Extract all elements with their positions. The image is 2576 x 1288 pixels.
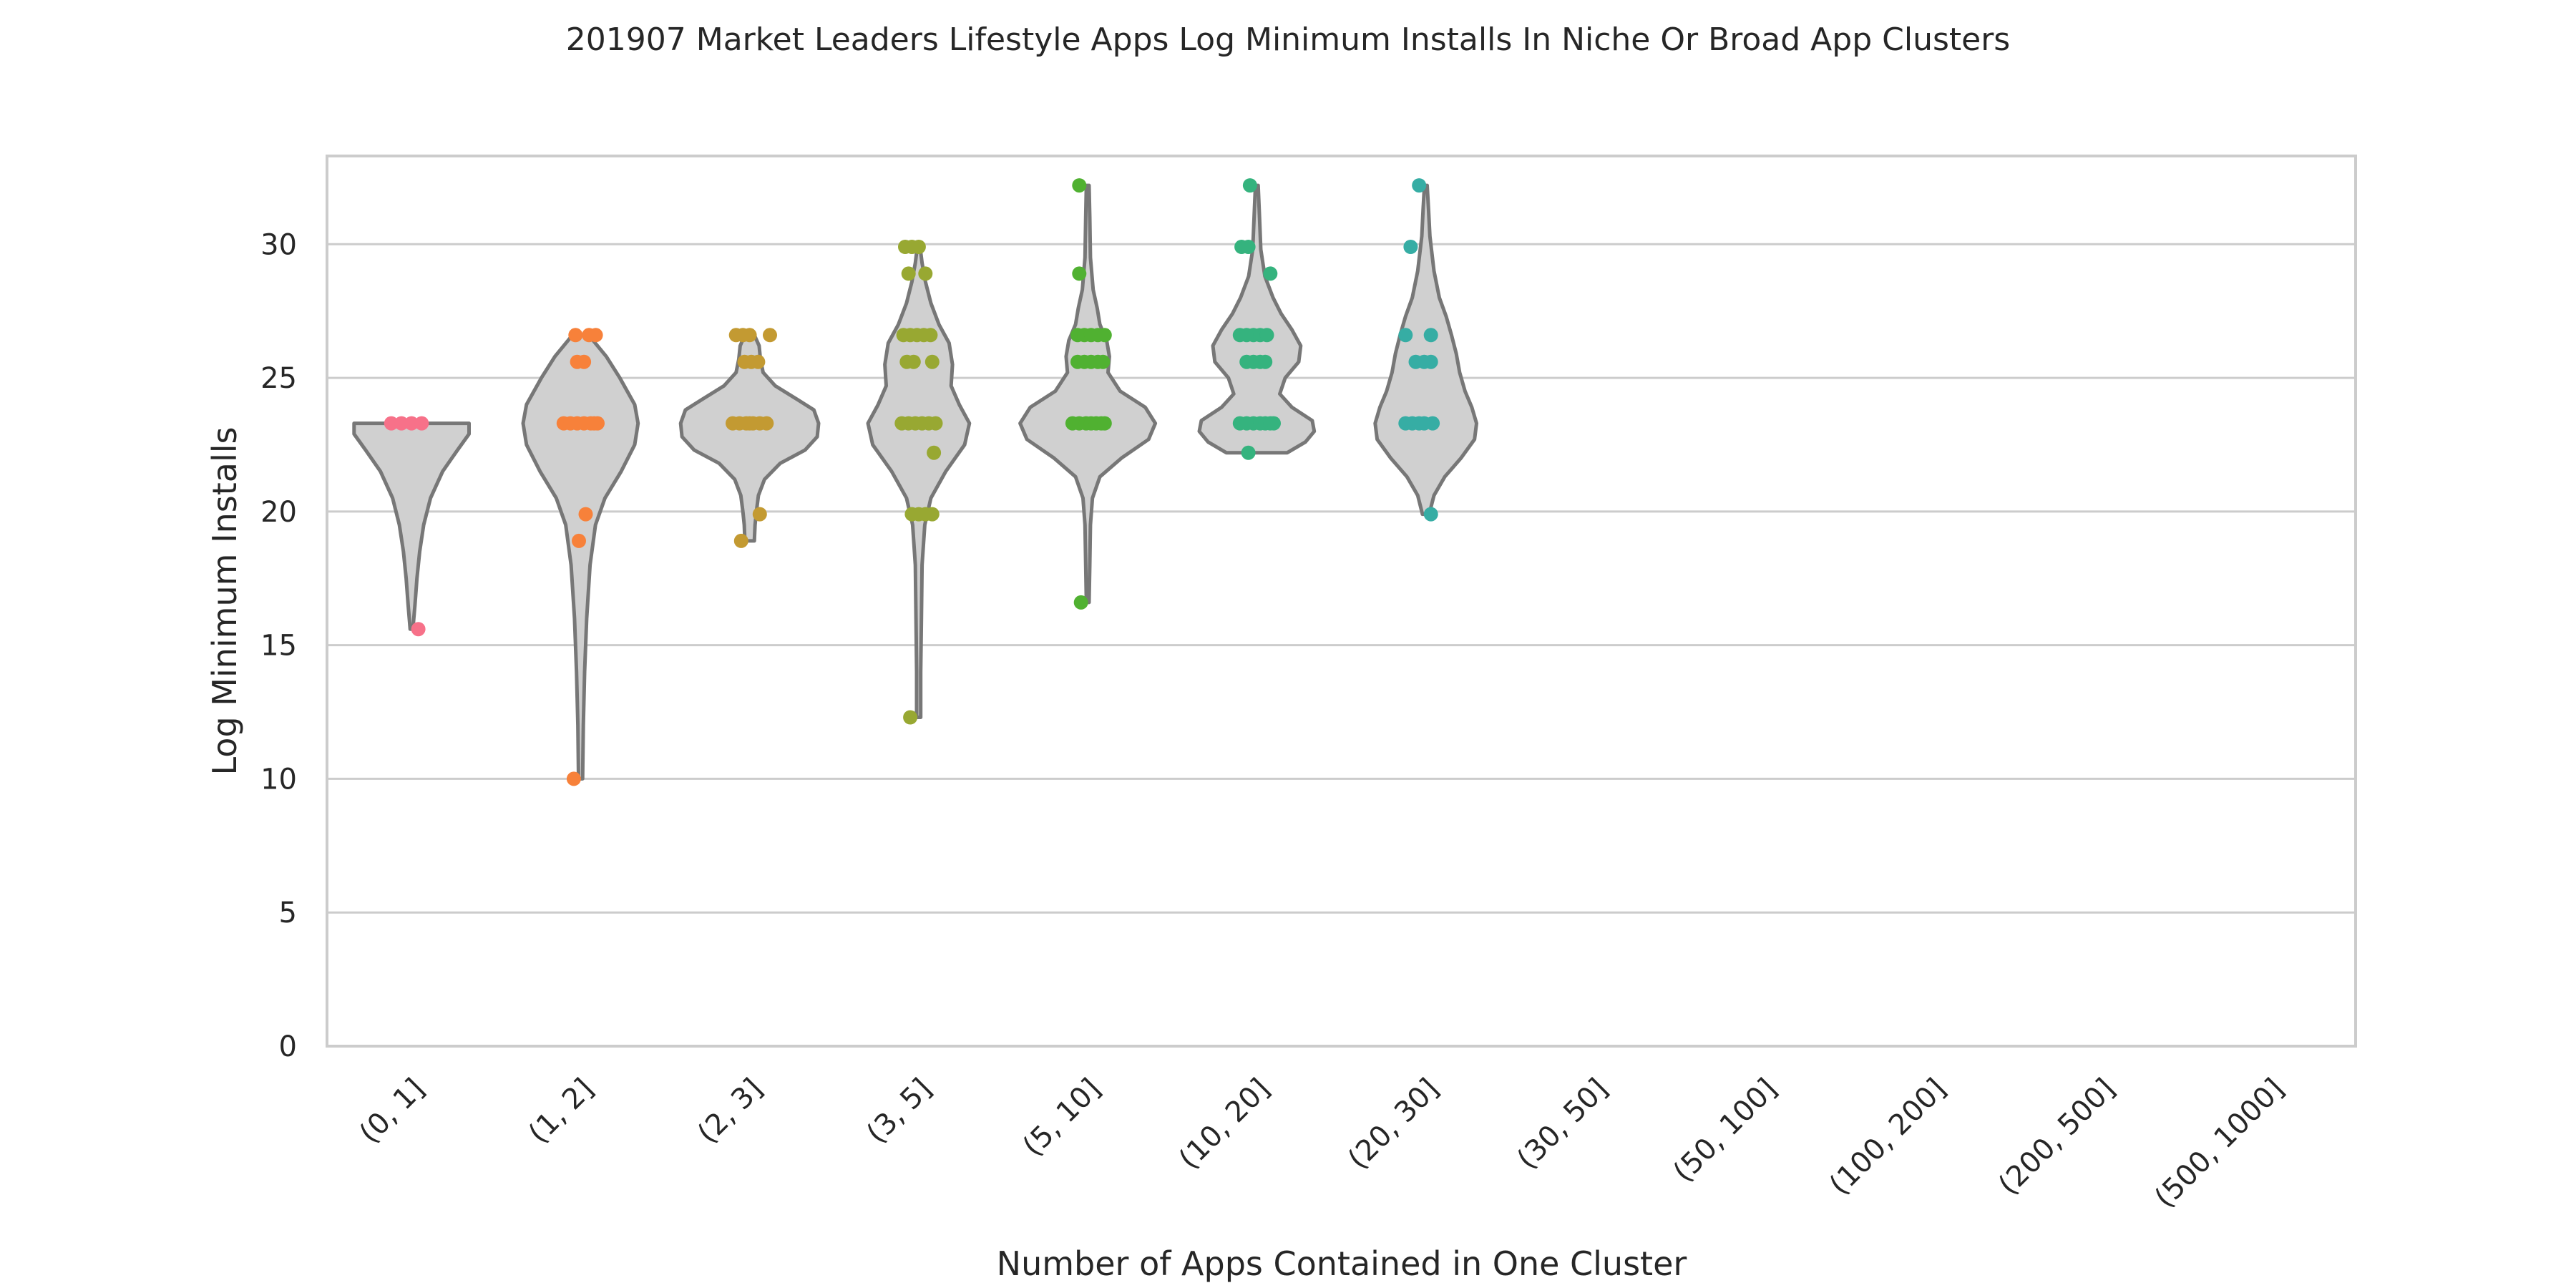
plot-frame [326, 155, 2357, 1048]
strip-point [1097, 328, 1112, 343]
strip-point [928, 416, 943, 431]
x-tick-label: (20, 30] [1342, 1073, 1445, 1176]
y-tick-label: 5 [279, 897, 297, 930]
violin-body [866, 245, 972, 719]
x-tick-label: (3, 5] [860, 1073, 938, 1151]
strip-point [918, 266, 933, 281]
x-tick-label: (1, 2] [522, 1073, 600, 1151]
strip-point [911, 240, 926, 254]
chart-title: 201907 Market Leaders Lifestyle Apps Log… [566, 21, 2010, 58]
strip-point [384, 416, 399, 431]
y-gridlines [327, 243, 2356, 1048]
strip-point [742, 328, 757, 343]
strip-point [411, 622, 426, 637]
x-tick-label: (5, 10] [1017, 1073, 1108, 1163]
strip-point [733, 533, 748, 548]
x-tick-label: (10, 20] [1173, 1073, 1277, 1176]
strip-point [903, 710, 918, 725]
strip-point [577, 354, 592, 369]
y-tick-label: 0 [279, 1030, 297, 1063]
strip-point [742, 416, 757, 431]
x-axis-label: Number of Apps Contained in One Cluster [997, 1244, 1687, 1283]
strip-point [924, 507, 940, 522]
y-axis-label: Log Minimum Installs [205, 426, 244, 775]
strip-point [566, 771, 581, 786]
strip-point [927, 445, 942, 460]
strip-point [1072, 178, 1087, 193]
strip-point [759, 416, 774, 431]
x-tick-label: (500, 1000] [2148, 1073, 2290, 1215]
strip-point [1241, 445, 1256, 460]
strip-point [1398, 328, 1413, 343]
strip-point [572, 533, 586, 548]
strip-point [414, 416, 429, 431]
strip-point [1423, 507, 1438, 522]
strip-point [1267, 416, 1281, 431]
strip-point [1423, 328, 1438, 343]
y-tick-label: 10 [260, 763, 297, 796]
strip-point [404, 416, 419, 431]
strip-point [587, 416, 602, 431]
strip-point [1423, 354, 1438, 369]
strip-point [1425, 416, 1440, 431]
strip-point [1073, 595, 1088, 610]
strip-point [1241, 240, 1256, 254]
x-tick-label: (100, 200] [1823, 1073, 1953, 1202]
violin-body [1373, 183, 1478, 517]
x-tick-label: (2, 3] [691, 1073, 769, 1151]
strip-point [1258, 354, 1273, 369]
strip-point [1096, 354, 1111, 369]
y-tick-label: 15 [260, 630, 297, 663]
strip-point [568, 328, 583, 343]
strip-point [1412, 178, 1427, 193]
strip-point [901, 266, 916, 281]
strip-point [1263, 266, 1278, 281]
x-tick-labels: (0, 1] (1, 2] (2, 3] (3, 5] (5, 10] (10, 20] (… [353, 1073, 2290, 1215]
strip-point [578, 507, 593, 522]
x-tick-label: (30, 50] [1511, 1073, 1614, 1176]
strip-point [588, 328, 603, 343]
violin-body [352, 421, 471, 631]
y-tick-label: 30 [260, 228, 297, 261]
strip-point [752, 507, 767, 522]
violin-body [1018, 183, 1158, 605]
strip-points [384, 178, 1440, 786]
strip-point [923, 328, 938, 343]
x-tick-label: (200, 500] [1992, 1073, 2122, 1202]
violin-body [521, 333, 640, 781]
y-tick-label: 20 [260, 496, 297, 529]
y-tick-label: 25 [260, 362, 297, 395]
strip-point [1259, 328, 1274, 343]
strip-point [1242, 178, 1257, 193]
strip-point [763, 328, 777, 343]
x-tick-label: (50, 100] [1667, 1073, 1784, 1189]
violin-body [1197, 183, 1317, 455]
strip-point [1403, 240, 1418, 254]
strip-point [1072, 266, 1087, 281]
strip-point [394, 416, 409, 431]
x-tick-label: (0, 1] [353, 1073, 431, 1151]
strip-point [906, 354, 921, 369]
strip-point [1097, 416, 1112, 431]
y-tick-labels: 0 5 10 15 20 25 30 [260, 228, 297, 1063]
strip-point [751, 354, 766, 369]
strip-point [924, 354, 940, 369]
